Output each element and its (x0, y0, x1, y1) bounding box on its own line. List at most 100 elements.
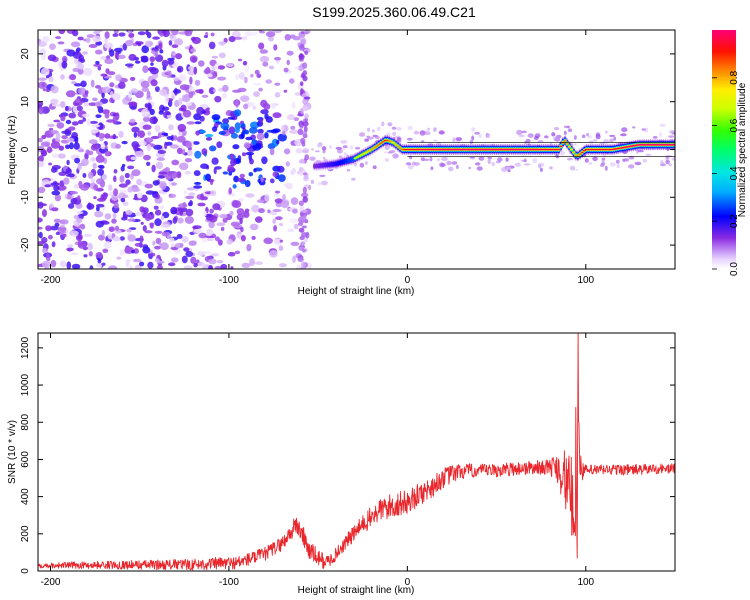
spectrogram-noise-blob (61, 130, 70, 134)
spectrogram-noise-blob (252, 82, 262, 86)
spectrogram-noise-blob (87, 171, 94, 179)
spectrogram-signal-cell (377, 143, 381, 146)
spectrogram-noise-blob (112, 33, 119, 37)
spectrogram-noise-blob (203, 68, 211, 75)
spectrogram-noise-blob (150, 252, 156, 257)
spectrogram-noise-blob (92, 35, 102, 43)
spectrogram-noise-blob (384, 158, 389, 162)
spectrogram-noise-blob (109, 82, 115, 88)
spectrogram-noise-blob (292, 36, 301, 41)
spectrogram-noise-blob (302, 98, 309, 105)
spectrogram-noise-blob (150, 79, 158, 87)
spectrogram-noise-blob (269, 250, 278, 258)
spectrogram-noise-blob (430, 166, 434, 171)
spectrogram-noise-blob (41, 247, 49, 254)
spectrogram-noise-blob (48, 76, 54, 83)
spectrogram-noise-blob (121, 140, 128, 145)
spectrogram-noise-blob (95, 251, 103, 259)
snr-x-tick-label: -100 (219, 577, 239, 588)
spectrogram-noise-blob (104, 31, 110, 39)
spectrogram-noise-blob (351, 177, 356, 181)
colorbar-tick-label: 0.2 (729, 214, 740, 228)
spectrogram-noise-blob (76, 217, 83, 224)
spectrogram-noise-blob (170, 206, 178, 215)
spectrogram-noise-blob (39, 48, 47, 55)
spectrogram-noise-blob (234, 122, 241, 130)
spectrogram-noise-blob (77, 119, 84, 125)
spectrogram-noise-blob (117, 54, 126, 59)
spectrogram-noise-blob (304, 30, 311, 34)
spectrogram-noise-blob (299, 167, 304, 172)
spectrogram-signal-cell (375, 145, 379, 147)
spectrogram-noise-blob (201, 148, 208, 156)
spectrogram-noise-blob (168, 70, 172, 79)
spectrogram-noise-blob (50, 85, 59, 94)
spectrogram-noise-blob (161, 132, 168, 136)
spectrogram-y-tick-label: 10 (20, 96, 31, 108)
spectrogram-noise-blob (304, 50, 309, 55)
spectrogram-noise-blob (68, 126, 76, 131)
spectrogram-noise-blob (652, 136, 658, 139)
spectrogram-signal-cell (387, 140, 392, 142)
spectrogram-noise-blob (80, 80, 87, 88)
spectrogram-noise-blob (297, 257, 304, 263)
spectrogram-signal-cell (503, 148, 507, 151)
spectrogram-noise-blob (409, 155, 413, 160)
spectrogram-noise-blob (152, 180, 160, 186)
spectrogram-noise-blob (300, 137, 306, 144)
spectrogram-noise-blob (438, 130, 445, 135)
spectrogram-noise-blob (140, 221, 144, 225)
spectrogram-signal-cell (602, 148, 606, 151)
spectrogram-noise-blob (114, 47, 123, 53)
spectrogram-noise-blob (111, 218, 117, 224)
spectrogram-noise-blob (248, 126, 258, 134)
spectrogram-noise-blob (87, 242, 93, 251)
spectrogram-noise-blob (242, 60, 248, 66)
spectrogram-noise-blob (69, 142, 74, 150)
spectrogram-noise-blob (243, 142, 251, 149)
spectrogram-signal-cell (529, 148, 533, 151)
spectrogram-noise-blob (195, 89, 204, 94)
spectrogram-noise-blob (102, 86, 111, 94)
spectrogram-noise-blob (84, 152, 89, 160)
spectrogram-noise-blob (275, 216, 283, 221)
spectrogram-noise-blob (45, 225, 52, 232)
spectrogram-noise-blob (73, 184, 80, 189)
spectrogram-noise-blob (164, 96, 169, 104)
spectrogram-noise-blob (169, 33, 177, 42)
spectrogram-noise-blob (170, 243, 175, 248)
spectrogram-noise-blob (56, 122, 65, 129)
spectrogram-noise-blob (118, 32, 126, 37)
spectrogram-noise-blob (137, 31, 146, 36)
spectrogram-noise-blob (231, 30, 241, 39)
spectrogram-noise-blob (537, 140, 544, 143)
spectrogram-noise-blob (104, 42, 111, 49)
colorbar-tick-label: 0.6 (729, 118, 740, 132)
spectrogram-noise-blob (53, 185, 60, 192)
spectrogram-noise-blob (154, 124, 161, 133)
spectrogram-noise-blob (303, 169, 307, 173)
spectrogram-noise-blob (505, 157, 509, 162)
spectrogram-noise-blob (205, 133, 214, 138)
spectrogram-noise-blob (113, 175, 117, 183)
spectrogram-noise-blob (539, 167, 543, 172)
spectrogram-noise-blob (429, 156, 433, 162)
spectrogram-noise-blob (131, 126, 140, 133)
spectrogram-noise-blob (299, 53, 304, 60)
spectrogram-noise-blob (282, 194, 286, 201)
spectrogram-noise-blob (60, 101, 66, 108)
spectrogram-noise-blob (161, 231, 170, 237)
spectrogram-noise-blob (113, 30, 119, 34)
spectrogram-noise-blob (299, 81, 304, 87)
spectrogram-noise-blob (297, 128, 304, 136)
spectrogram-noise-blob (212, 126, 218, 132)
spectrogram-noise-blob (660, 163, 666, 167)
spectrogram-noise-blob (279, 239, 283, 243)
spectrogram-noise-blob (609, 162, 616, 167)
spectrogram-noise-blob (437, 158, 440, 162)
spectrogram-noise-blob (194, 181, 202, 185)
spectrogram-noise-blob (186, 187, 195, 191)
spectrogram-noise-blob (188, 240, 197, 246)
spectrogram-noise-blob (257, 128, 264, 134)
spectrogram-noise-blob (157, 260, 165, 264)
